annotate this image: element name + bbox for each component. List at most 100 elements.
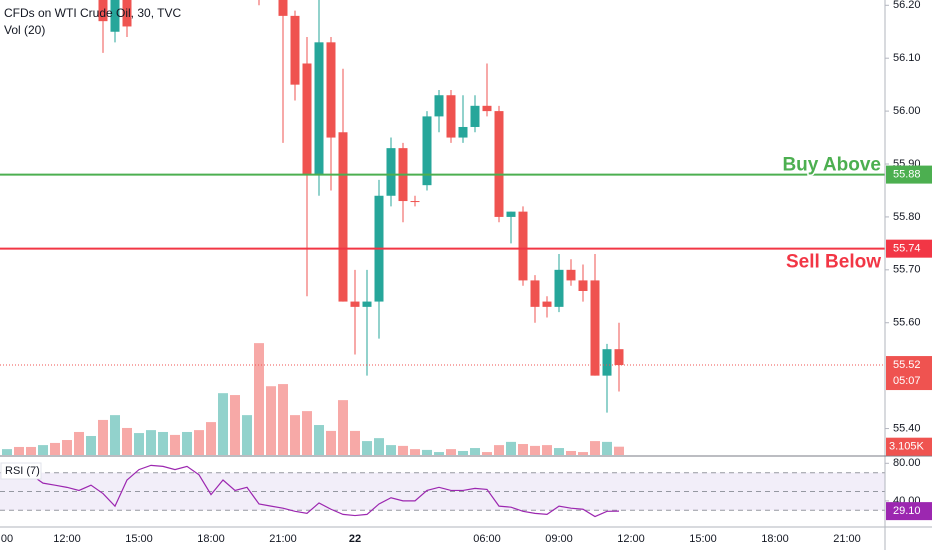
candle-body xyxy=(614,349,624,366)
x-tick-label: 15:00 xyxy=(689,533,717,545)
level-label: Sell Below xyxy=(786,252,881,273)
last-price-box xyxy=(886,356,932,391)
volume-bar xyxy=(158,431,168,455)
volume-bar xyxy=(494,445,504,455)
candle-body xyxy=(530,280,540,307)
level-price: 55.88 xyxy=(893,168,921,180)
volume-bar xyxy=(338,400,348,455)
volume-bar xyxy=(578,452,588,455)
volume-bar xyxy=(194,430,204,455)
volume-bar xyxy=(278,384,288,455)
volume-bar xyxy=(434,452,444,455)
y-tick-label: 55.80 xyxy=(893,211,921,223)
volume-bar xyxy=(230,395,240,455)
candle-body xyxy=(290,15,300,85)
volume-bar xyxy=(242,415,252,455)
volume-bar xyxy=(518,444,528,455)
countdown: 05:07 xyxy=(893,375,921,387)
y-tick-label: 56.10 xyxy=(893,52,921,64)
x-tick-label: 00 xyxy=(1,533,13,545)
x-tick-label: 12:00 xyxy=(53,533,81,545)
level-price-box xyxy=(886,165,932,184)
volume-bar xyxy=(218,393,228,455)
last-price: 55.52 xyxy=(893,359,921,371)
x-tick-label: 21:00 xyxy=(269,533,297,545)
volume-bar xyxy=(590,441,600,455)
volume-bar xyxy=(350,430,360,455)
x-tick-label: 18:00 xyxy=(761,533,789,545)
last-volume-box xyxy=(886,437,932,456)
candle-body xyxy=(98,0,108,22)
volume-bar xyxy=(398,445,408,455)
candle-body xyxy=(434,95,444,117)
x-tick-label: 15:00 xyxy=(125,533,153,545)
volume-bar xyxy=(566,450,576,455)
rsi-line xyxy=(6,464,620,518)
candle-body xyxy=(470,105,480,127)
candle-body xyxy=(410,201,420,203)
rsi-label-box xyxy=(0,462,42,480)
candle-body xyxy=(578,280,588,291)
chart-title: CFDs on WTI Crude Oil, 30, TVC xyxy=(4,6,181,20)
volume-bar xyxy=(14,446,24,455)
volume-bar xyxy=(254,343,264,455)
volume-bar xyxy=(326,430,336,455)
candle-body xyxy=(482,105,492,112)
volume-bar xyxy=(182,431,192,455)
volume-bar xyxy=(602,441,612,455)
candle-body xyxy=(566,269,576,281)
candle-body xyxy=(302,63,312,175)
y-tick-label: 55.60 xyxy=(893,317,921,329)
candle-body xyxy=(542,301,552,307)
x-tick-label: 21:00 xyxy=(833,533,861,545)
volume-bar xyxy=(554,448,564,455)
candle-body xyxy=(314,42,324,175)
y-tick-label: 55.40 xyxy=(893,422,921,434)
x-tick-label: 12:00 xyxy=(617,533,645,545)
candle-body xyxy=(338,132,348,302)
level-price: 55.74 xyxy=(893,243,921,255)
level-price-box xyxy=(886,239,932,258)
volume-bar xyxy=(542,445,552,455)
volume-layer xyxy=(2,343,624,455)
last-volume: 3.105K xyxy=(889,441,925,453)
volume-bar xyxy=(290,415,300,455)
x-tick-label: 06:00 xyxy=(473,533,501,545)
volume-bar xyxy=(98,419,108,455)
volume-bar xyxy=(134,433,144,455)
candle-body xyxy=(506,211,516,217)
level-label: Buy Above xyxy=(782,155,881,176)
x-tick-label: 09:00 xyxy=(545,533,573,545)
volume-bar xyxy=(62,440,72,455)
volume-bar xyxy=(446,449,456,455)
volume-bar xyxy=(86,435,96,455)
volume-bar xyxy=(266,386,276,455)
candle-body xyxy=(422,116,432,186)
volume-bar xyxy=(170,434,180,455)
volume-bar xyxy=(506,441,516,455)
volume-bar xyxy=(470,448,480,455)
volume-bar xyxy=(146,430,156,455)
candle-body xyxy=(518,211,528,281)
x-tick-label: 22 xyxy=(349,533,361,545)
rsi-label: RSI (7) xyxy=(5,465,40,477)
volume-label: Vol (20) xyxy=(4,23,45,37)
volume-bar xyxy=(410,449,420,455)
volume-bar xyxy=(482,452,492,455)
volume-bar xyxy=(458,450,468,455)
candle-body xyxy=(446,95,456,138)
volume-bar xyxy=(38,445,48,455)
volume-bar xyxy=(2,449,12,455)
volume-bar xyxy=(74,431,84,455)
volume-bar xyxy=(302,411,312,455)
candle-body xyxy=(122,0,132,27)
rsi-tick-label: 80.00 xyxy=(893,457,921,469)
volume-bar xyxy=(206,422,216,455)
candle-body xyxy=(278,0,288,16)
price-layer xyxy=(0,0,885,413)
candle-body xyxy=(386,148,396,196)
last-rsi: 29.10 xyxy=(893,505,921,517)
